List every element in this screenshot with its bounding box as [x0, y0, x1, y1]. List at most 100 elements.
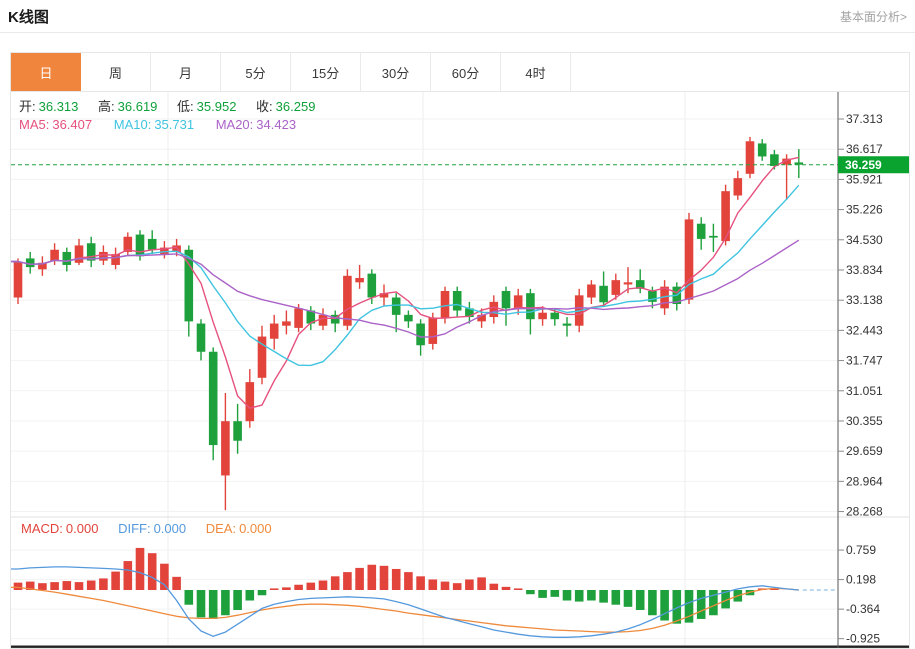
candle-body: [513, 295, 523, 309]
candle-body: [135, 234, 145, 257]
candle-body: [172, 245, 181, 252]
macd-bar: [74, 582, 84, 590]
candle-body: [355, 277, 364, 283]
macd-bar: [709, 590, 718, 616]
candle-body: [367, 273, 377, 298]
macd-bar: [404, 572, 413, 590]
tab-daily[interactable]: 日: [11, 53, 81, 91]
tab-30min[interactable]: 30分: [361, 53, 431, 91]
price-tick-label: 34.530: [846, 233, 883, 247]
grid-layer: [11, 92, 838, 645]
price-tick-label: 32.443: [846, 323, 883, 337]
price-tick-label: 29.659: [846, 444, 883, 458]
candle-body: [599, 285, 608, 303]
price-tick-label: 31.051: [846, 384, 883, 398]
macd-bar: [245, 590, 255, 601]
tab-4hour[interactable]: 4时: [501, 53, 571, 91]
candle-body: [62, 251, 72, 265]
candle-body: [221, 421, 230, 476]
macd-bar: [38, 583, 47, 590]
candle-body: [379, 293, 389, 298]
macd-bar: [99, 578, 108, 590]
candle-body: [526, 293, 535, 320]
macd-bar: [294, 584, 303, 590]
candle-body: [13, 261, 23, 298]
candle-body: [86, 243, 96, 261]
candle-body: [733, 178, 743, 196]
candle-body: [50, 249, 59, 261]
macd-bar: [86, 580, 96, 590]
macd-bar: [721, 590, 730, 609]
macd-tick-label: 0.759: [846, 543, 876, 557]
candle-body: [611, 280, 621, 295]
macd-bar: [611, 590, 621, 605]
candle-body: [477, 314, 486, 322]
ma5-line: [11, 156, 799, 409]
candle-body: [343, 275, 352, 326]
macd-bar: [306, 582, 316, 590]
candle-body: [99, 251, 108, 261]
macd-bar: [550, 590, 560, 597]
macd-bar: [452, 583, 462, 590]
candle-body: [233, 421, 242, 441]
macd-bar: [123, 561, 133, 590]
current-price-tag: 36.259: [838, 156, 909, 174]
macd-bar: [111, 571, 120, 590]
ma10-line: [11, 184, 800, 367]
candle-body: [25, 258, 35, 268]
macd-bar: [233, 590, 242, 610]
price-tick-label: 28.268: [846, 505, 883, 519]
candle-body: [452, 290, 462, 311]
candle-body: [282, 321, 291, 326]
price-tick-label: 36.617: [846, 142, 883, 156]
tab-weekly[interactable]: 周: [81, 53, 151, 91]
price-tick-label: 33.834: [846, 263, 883, 277]
tab-15min[interactable]: 15分: [291, 53, 361, 91]
macd-bar: [208, 590, 218, 619]
macd-bar: [330, 576, 340, 590]
candle-body: [696, 223, 706, 239]
macd-bar: [269, 588, 279, 590]
candle-body: [562, 323, 572, 326]
macd-bar: [440, 581, 450, 590]
price-tick-label: 33.138: [846, 293, 883, 307]
price-tick-label: 31.747: [846, 354, 883, 368]
macd-bar: [13, 582, 23, 590]
candle-body: [757, 143, 767, 157]
diff-line: [11, 566, 799, 638]
macd-bar: [587, 590, 596, 601]
macd-bar: [147, 553, 157, 590]
macd-bar: [562, 590, 572, 601]
macd-bar: [135, 547, 145, 590]
candle-body: [794, 162, 804, 165]
candle-body: [721, 191, 730, 242]
tab-5min[interactable]: 5分: [221, 53, 291, 91]
tab-60min[interactable]: 60分: [431, 53, 501, 91]
macd-bar: [477, 577, 486, 590]
macd-bar: [684, 590, 694, 623]
ma20-line: [11, 239, 800, 338]
candle-body: [38, 262, 47, 270]
macd-bar: [648, 590, 657, 616]
candle-body: [306, 310, 316, 324]
macd-bar: [25, 581, 35, 590]
bottom-border: [11, 645, 909, 648]
macd-bar: [221, 590, 230, 616]
macd-bar: [574, 590, 584, 602]
candle-body: [391, 297, 401, 315]
macd-bar: [50, 582, 59, 590]
candle-body: [208, 351, 218, 446]
macd-bar: [196, 590, 206, 618]
fundamental-analysis-link[interactable]: 基本面分析>: [839, 9, 907, 24]
macd-bar: [623, 590, 633, 607]
macd-bar: [355, 567, 364, 590]
macd-histogram: [13, 547, 779, 624]
macd-bar: [599, 590, 608, 603]
macd-tick-label: 0.198: [846, 573, 876, 587]
candle-body: [770, 154, 779, 167]
macd-bar: [379, 565, 389, 590]
price-tick-label: 30.355: [846, 414, 883, 428]
candle-body: [709, 235, 718, 238]
macd-bar: [318, 580, 328, 590]
tab-monthly[interactable]: 月: [151, 53, 221, 91]
